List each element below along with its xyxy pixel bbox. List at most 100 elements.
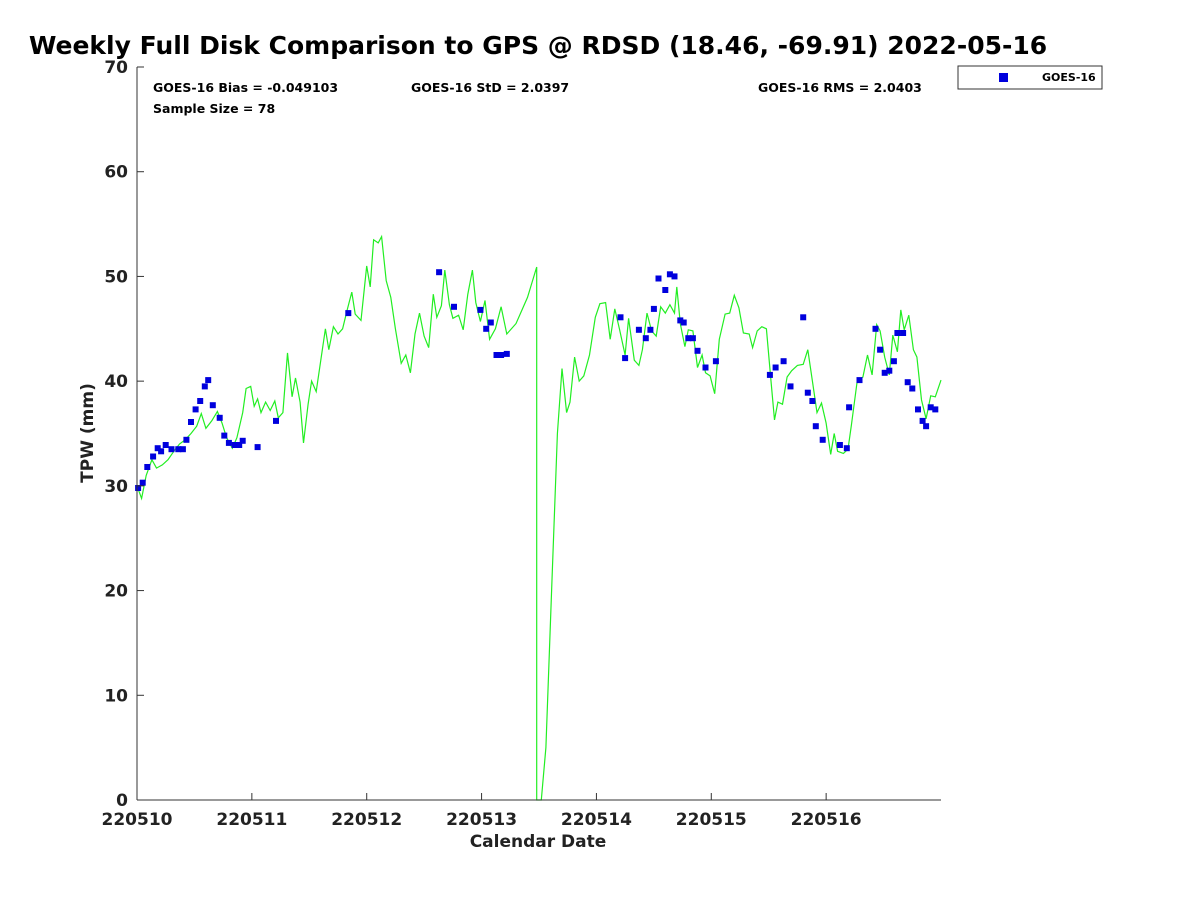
goes16-data-point xyxy=(843,445,850,452)
goes16-data-point xyxy=(702,364,709,371)
goes16-data-point xyxy=(231,442,238,448)
goes16-data-point xyxy=(158,448,165,455)
goes16-data-point xyxy=(254,444,261,451)
goes16-data-point xyxy=(680,319,687,326)
goes16-data-point xyxy=(498,352,505,358)
goes16-data-point xyxy=(273,417,279,424)
goes16-data-point xyxy=(150,453,157,460)
goes16-data-point xyxy=(236,442,243,448)
goes16-data-point xyxy=(923,423,930,430)
goes16-data-point xyxy=(209,402,216,409)
goes16-data-point xyxy=(900,330,907,336)
goes16-data-point xyxy=(635,326,642,333)
chart-title: Weekly Full Disk Comparison to GPS @ RDS… xyxy=(29,31,1047,60)
goes16-data-point xyxy=(689,335,696,342)
plot-area xyxy=(137,67,941,800)
x-axis-label: Calendar Date xyxy=(470,832,607,852)
goes16-data-point xyxy=(183,436,190,443)
goes16-data-point xyxy=(205,377,212,384)
goes16-data-point xyxy=(780,358,787,365)
legend-box xyxy=(957,65,1103,90)
x-tick-label: 220510 xyxy=(102,810,173,830)
y-tick-label: 10 xyxy=(104,686,128,706)
goes16-data-point xyxy=(809,398,816,404)
goes16-data-point xyxy=(188,419,194,425)
y-tick-label: 50 xyxy=(104,267,128,287)
goes16-data-point xyxy=(919,417,926,424)
x-tick-label: 220512 xyxy=(331,810,402,830)
legend: GOES-16 xyxy=(957,65,1103,90)
goes16-data-point xyxy=(787,383,794,390)
comparison-line xyxy=(136,234,942,801)
goes16-data-point xyxy=(932,406,939,413)
goes16-data-point xyxy=(175,446,182,453)
y-axis-ticks: 0 10 20 30 40 50 60 70 xyxy=(104,58,144,811)
goes16-data-point xyxy=(655,275,662,282)
goes16-data-point xyxy=(846,404,853,411)
y-tick-label: 30 xyxy=(104,477,128,497)
goes16-data-point xyxy=(139,479,146,486)
goes16-data-point xyxy=(890,358,897,365)
stat-rms: GOES-16 RMS = 2.0403 xyxy=(758,80,922,95)
goes16-data-point xyxy=(144,464,151,470)
goes16-data-point xyxy=(662,287,669,293)
goes16-data-point xyxy=(216,414,223,421)
goes16-data-point xyxy=(819,436,826,443)
goes16-data-point xyxy=(493,352,500,358)
goes16-data-point xyxy=(617,314,624,321)
legend-marker-goes16 xyxy=(999,73,1008,82)
comparison-line-series xyxy=(136,234,942,801)
goes16-data-point xyxy=(345,310,352,317)
goes16-data-point xyxy=(671,273,678,280)
goes16-data-point xyxy=(812,423,819,430)
goes16-data-point xyxy=(179,446,186,453)
goes16-data-point xyxy=(886,367,893,374)
goes16-data-point xyxy=(162,442,169,448)
x-tick-label: 220511 xyxy=(216,810,287,830)
goes16-data-point xyxy=(650,305,657,312)
goes16-data-point xyxy=(877,346,884,353)
goes16-scatter-series xyxy=(135,269,939,491)
goes16-data-point xyxy=(201,383,208,390)
goes16-data-point xyxy=(772,364,779,371)
goes16-data-point xyxy=(135,485,142,491)
x-tick-label: 220514 xyxy=(561,810,632,830)
x-tick-label: 220515 xyxy=(676,810,747,830)
goes16-data-point xyxy=(221,432,228,439)
goes16-data-point xyxy=(622,355,629,362)
goes16-data-point xyxy=(451,303,457,310)
goes16-data-point xyxy=(881,369,888,376)
goes16-data-point xyxy=(685,335,692,342)
goes16-data-point xyxy=(712,358,719,365)
goes16-data-point xyxy=(225,439,232,446)
goes16-data-point xyxy=(677,317,684,324)
goes16-data-point xyxy=(856,377,863,384)
goes16-data-point xyxy=(666,271,673,278)
y-tick-label: 70 xyxy=(104,58,128,78)
x-tick-label: 220516 xyxy=(791,810,862,830)
y-tick-label: 60 xyxy=(104,163,128,183)
y-tick-label: 40 xyxy=(104,372,128,392)
legend-label-goes16: GOES-16 xyxy=(1042,71,1096,84)
x-axis-ticks: 220510 220511 220512 220513 220514 220515 2205… xyxy=(102,793,862,830)
goes16-data-point xyxy=(647,326,654,333)
goes16-data-point xyxy=(503,350,510,357)
goes16-data-point xyxy=(642,335,649,342)
goes16-data-point xyxy=(766,371,773,378)
goes16-data-point xyxy=(800,314,807,321)
goes16-data-point xyxy=(154,445,161,452)
goes16-data-point xyxy=(894,330,901,336)
stat-sample-size: Sample Size = 78 xyxy=(153,101,275,116)
x-tick-label: 220513 xyxy=(446,810,517,830)
y-axis-label: TPW (mm) xyxy=(78,383,98,483)
stat-bias: GOES-16 Bias = -0.049103 xyxy=(153,80,338,95)
goes16-data-point xyxy=(487,319,494,326)
goes16-data-point xyxy=(197,398,204,404)
goes16-data-point xyxy=(909,385,916,392)
goes16-data-point xyxy=(239,437,246,444)
goes16-data-point xyxy=(927,404,934,411)
y-tick-label: 0 xyxy=(116,791,128,811)
goes16-data-point xyxy=(694,347,701,354)
goes16-data-point xyxy=(915,406,921,413)
